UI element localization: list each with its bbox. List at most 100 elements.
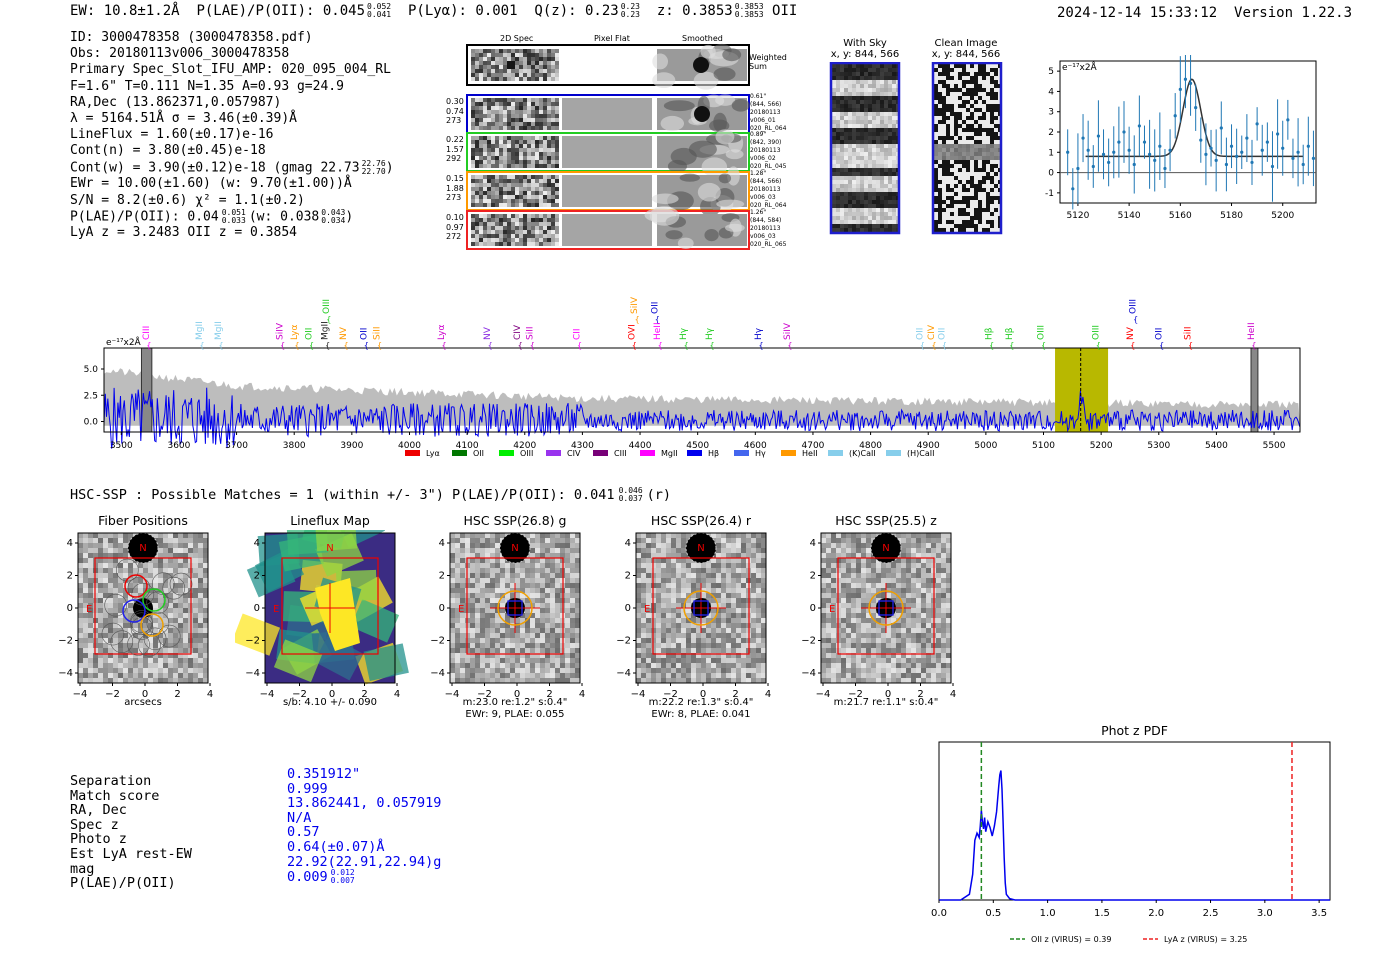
- cutout-2dspec: [471, 214, 559, 246]
- hsc-pixel: [821, 598, 826, 603]
- spec-line-label: SiIV: [783, 322, 793, 340]
- cutout-right-value: 020_RL_064: [750, 125, 787, 132]
- hsc-pixel: [183, 608, 188, 613]
- spec-line-label: Hβ: [1005, 327, 1015, 340]
- hsc-pixel: [510, 658, 515, 663]
- hsc-pixel: [485, 568, 490, 573]
- hsc-pixel: [691, 633, 696, 638]
- hsc-pixel: [570, 553, 575, 558]
- hsc-pixel: [108, 543, 113, 548]
- hsc-pixel: [921, 553, 926, 558]
- hsc-pixel: [153, 628, 158, 633]
- cutout-right-value: (842, 390): [750, 139, 782, 146]
- hsc-pixel: [158, 563, 163, 568]
- hsc-pixel: [901, 593, 906, 598]
- hsc-pixel: [666, 543, 671, 548]
- cutout-right-value: 20180113: [750, 225, 781, 232]
- hsc-pixel: [545, 663, 550, 668]
- hsc-pixel: [686, 623, 691, 628]
- hsc-pixel: [505, 638, 510, 643]
- hsc-pixel: [636, 533, 641, 538]
- hsc-pixel: [906, 653, 911, 658]
- hsc-pixel: [470, 628, 475, 633]
- spec-line-label: MgII: [321, 321, 331, 340]
- hsc-pixel: [565, 633, 570, 638]
- hsc-pixel: [500, 568, 505, 573]
- hsc-pixel: [666, 568, 671, 573]
- hsc-pixel: [88, 638, 93, 643]
- info-plae: P(LAE)/P(OII): 0.04: [70, 209, 219, 225]
- hsc-pixel: [128, 608, 133, 613]
- hsc-pixel: [560, 673, 565, 678]
- hsc-ytick-label: 0: [625, 603, 631, 614]
- zoom-ytick-label: 0: [1048, 169, 1054, 179]
- hsc-pixel: [726, 623, 731, 628]
- hsc-pixel: [676, 563, 681, 568]
- hsc-pixel: [706, 618, 711, 623]
- hsc-pixel: [455, 588, 460, 593]
- hsc-pixel: [851, 598, 856, 603]
- hsc-pixel: [505, 668, 510, 673]
- hsc-pixel: [555, 618, 560, 623]
- hsc-pixel: [886, 658, 891, 663]
- match-value: 0.57: [287, 825, 441, 840]
- hsc-pixel: [550, 583, 555, 588]
- hsc-pixel: [193, 598, 198, 603]
- spec-line-label: OII: [304, 328, 314, 340]
- hsc-pixel: [530, 628, 535, 633]
- hsc-pixel: [946, 613, 951, 618]
- hsc-pixel: [916, 618, 921, 623]
- hsc-pixel: [641, 663, 646, 668]
- hsc-pixel: [515, 633, 520, 638]
- hsc-pixel: [485, 658, 490, 663]
- hsc-pixel: [555, 583, 560, 588]
- hsc-pixel: [103, 628, 108, 633]
- hsc-pixel: [696, 593, 701, 598]
- hsc-pixel: [706, 673, 711, 678]
- hsc-pixel: [946, 543, 951, 548]
- hsc-pixel: [500, 633, 505, 638]
- hsc-pixel: [841, 598, 846, 603]
- hsc-pixel: [555, 588, 560, 593]
- hsc-pixel: [178, 543, 183, 548]
- hsc-pixel: [836, 668, 841, 673]
- col-title-smoothed: Smoothed: [682, 34, 723, 43]
- hsc-pixel: [575, 678, 580, 683]
- hsc-pixel: [851, 653, 856, 658]
- hsc-pixel: [946, 658, 951, 663]
- hsc-pixel: [123, 678, 128, 683]
- hsc-pixel: [896, 563, 901, 568]
- hsc-pixel: [198, 668, 203, 673]
- hsc-pixel: [198, 548, 203, 553]
- hsc-pixel: [921, 583, 926, 588]
- hsc-pixel: [846, 543, 851, 548]
- hsc-ytick-label: −4: [801, 668, 816, 679]
- hsc-pixel: [656, 643, 661, 648]
- hsc-pixel: [736, 633, 741, 638]
- hsc-pixel: [455, 663, 460, 668]
- hsc-pixel: [656, 638, 661, 643]
- header-line: OII: [772, 3, 798, 19]
- hsc-pixel: [731, 648, 736, 653]
- hsc-pixel: [661, 578, 666, 583]
- hsc-pixel: [726, 643, 731, 648]
- hsc-pixel: [826, 548, 831, 553]
- hsc-pixel: [731, 578, 736, 583]
- hsc-pixel: [666, 663, 671, 668]
- spec-legend-swatch: [546, 450, 561, 456]
- hsc-pixel: [158, 658, 163, 663]
- spec-line-label: SiII: [525, 326, 535, 340]
- hsc-pixel: [721, 673, 726, 678]
- match-value-text: 13.862441, 0.057919: [287, 795, 442, 812]
- hsc-pixel: [495, 628, 500, 633]
- hsc-pixel: [891, 583, 896, 588]
- hsc-pixel: [886, 663, 891, 668]
- photz-xtick-label: 3.5: [1311, 908, 1327, 919]
- hsc-pixel: [88, 668, 93, 673]
- hsc-pixel: [113, 568, 118, 573]
- hsc-pixel: [856, 578, 861, 583]
- hsc-pixel: [108, 588, 113, 593]
- hsc-pixel: [480, 553, 485, 558]
- hsc-pixel: [183, 648, 188, 653]
- hsc-pixel: [861, 538, 866, 543]
